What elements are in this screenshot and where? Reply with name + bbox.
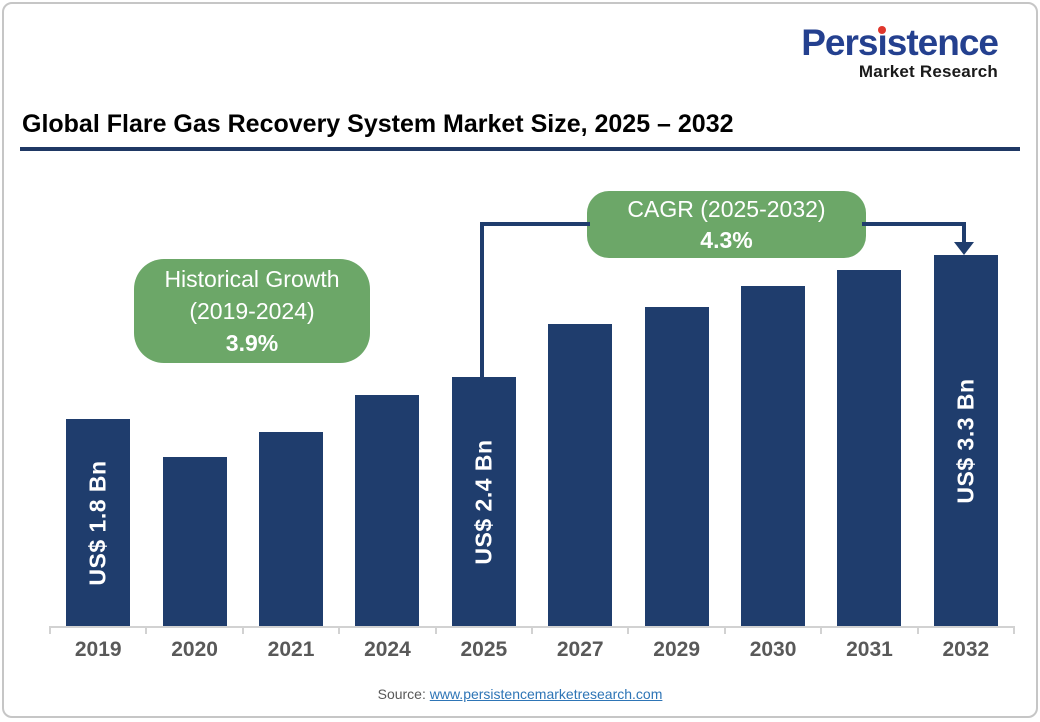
bar-slot-2024: [339, 174, 435, 626]
bar-slot-2021: [243, 174, 339, 626]
bar-2020: [162, 457, 227, 626]
cagr-line1: CAGR (2025-2032): [627, 195, 826, 222]
title-underline: [20, 147, 1020, 151]
source-link[interactable]: www.persistencemarketresearch.com: [429, 686, 663, 702]
x-axis-label-2021: 2021: [267, 638, 315, 661]
arrow-down-icon: [954, 242, 974, 255]
bar-slot-2032: US$ 3.3 Bn: [918, 174, 1014, 626]
historical-growth-callout: Historical Growth (2019-2024) 3.9%: [134, 259, 370, 363]
x-axis-label-2029: 2029: [653, 638, 700, 661]
x-axis-label-2032: 2032: [942, 638, 990, 661]
brand-name: Persi stence: [801, 22, 999, 63]
axis-tick: [49, 626, 51, 634]
x-axis-label-2024: 2024: [364, 638, 411, 661]
bar-2030: [741, 286, 806, 626]
historical-growth-line2: (2019-2024): [189, 298, 315, 324]
axis-tick: [145, 626, 148, 634]
bar-2024: [355, 395, 420, 626]
axis-tick: [627, 626, 630, 634]
brand-name-i: i: [877, 22, 887, 63]
axis-tick: [434, 626, 437, 634]
connector-line-to-2032-bar: [962, 222, 966, 244]
bar-slot-2030: [725, 174, 821, 626]
bar-slot-2029: [628, 174, 724, 626]
page-title: Global Flare Gas Recovery System Market …: [22, 110, 734, 138]
brand-name-pre: Pers: [801, 22, 878, 63]
x-axis-label-2025: 2025: [460, 638, 508, 661]
brand-tagline: Market Research: [858, 62, 998, 81]
bar-slot-2020: [146, 174, 242, 626]
source-line: Source: www.persistencemarketresearch.co…: [4, 686, 1036, 702]
x-axis-label-2019: 2019: [74, 638, 122, 661]
axis-tick: [820, 626, 823, 634]
bar-value-label-2025: US$ 2.4 Bn: [470, 438, 497, 565]
bar-slot-2027: [532, 174, 628, 626]
bar-2032: US$ 3.3 Bn: [933, 255, 998, 626]
connector-line-from-2025-bar: [480, 222, 484, 380]
bar-2029: [644, 307, 709, 626]
x-axis-labels: 2019 2020 2021 2024 2025 2027 2029 2030 2031 2032: [50, 638, 1014, 662]
x-axis-label-2020: 2020: [171, 638, 218, 661]
connector-line-from-cagr-box: [862, 222, 966, 226]
connector-line-to-cagr-box: [480, 222, 590, 226]
bar-slot-2025: US$ 2.4 Bn: [436, 174, 532, 626]
historical-growth-value: 3.9%: [225, 330, 279, 356]
source-label: Source:: [377, 686, 430, 702]
cagr-value: 4.3%: [700, 226, 753, 253]
bar-chart: US$ 1.8 Bn US$ 2.4 Bn US$ 3.3 Bn 2019 2020 2…: [49, 174, 1015, 661]
x-axis-line: [49, 626, 1015, 634]
bar-2025: US$ 2.4 Bn: [451, 377, 516, 626]
historical-growth-line1: Historical Growth: [164, 266, 340, 292]
bar-2027: [548, 324, 613, 626]
axis-tick: [723, 626, 726, 634]
axis-tick: [531, 626, 533, 634]
bar-group: US$ 1.8 Bn US$ 2.4 Bn US$ 3.3 Bn: [50, 174, 1014, 626]
x-axis-label-2027: 2027: [556, 638, 604, 661]
brand-name-post: stence: [886, 22, 999, 63]
axis-tick: [916, 626, 919, 634]
bar-2021: [259, 432, 324, 626]
axis-tick: [1013, 626, 1015, 634]
axis-tick: [338, 626, 341, 634]
bar-slot-2019: US$ 1.8 Bn: [50, 174, 146, 626]
bar-value-label-2032: US$ 3.3 Bn: [952, 377, 979, 504]
x-axis-label-2031: 2031: [846, 638, 893, 661]
brand-logo: Persi stence Market Research: [801, 22, 999, 81]
cagr-callout: CAGR (2025-2032) 4.3%: [587, 191, 866, 258]
axis-tick: [241, 626, 244, 634]
logo-red-dot-icon: [878, 26, 887, 34]
bar-value-label-2019: US$ 1.8 Bn: [84, 459, 111, 586]
x-axis-label-2030: 2030: [749, 638, 797, 661]
bar-2031: [837, 270, 902, 626]
bar-slot-2031: [821, 174, 917, 626]
bar-2019: US$ 1.8 Bn: [66, 419, 131, 626]
